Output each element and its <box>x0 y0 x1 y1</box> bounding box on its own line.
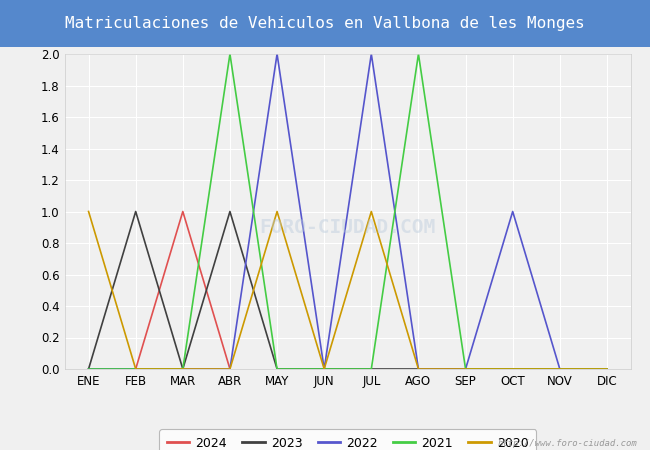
Text: http://www.foro-ciudad.com: http://www.foro-ciudad.com <box>497 439 637 448</box>
Text: Matriculaciones de Vehiculos en Vallbona de les Monges: Matriculaciones de Vehiculos en Vallbona… <box>65 16 585 31</box>
Text: FORO-CIUDAD.COM: FORO-CIUDAD.COM <box>259 218 436 237</box>
Legend: 2024, 2023, 2022, 2021, 2020: 2024, 2023, 2022, 2021, 2020 <box>159 429 536 450</box>
